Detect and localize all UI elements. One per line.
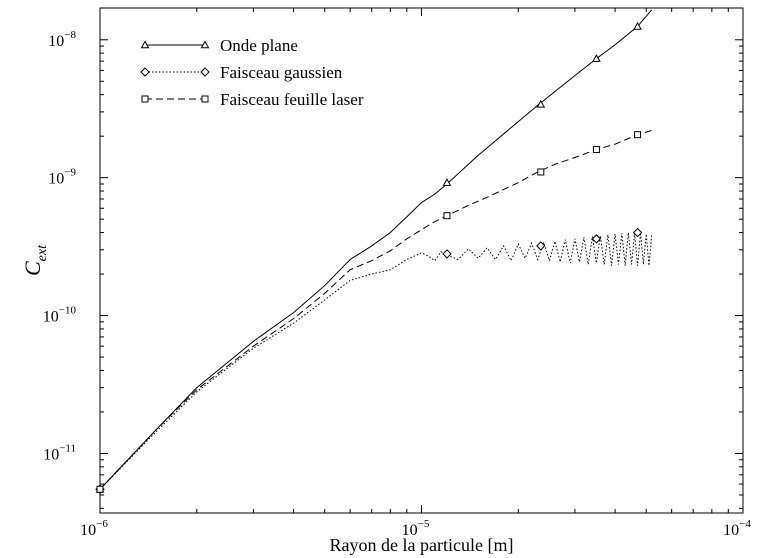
legend-label: Faisceau gaussien	[220, 63, 343, 82]
data-point-diamond	[591, 234, 602, 244]
series-line	[99, 9, 653, 490]
x-tick-label: 10−5	[402, 518, 430, 539]
legend-marker-diamond	[200, 67, 210, 77]
data-point-square	[96, 485, 104, 493]
data-point-triangle	[592, 54, 601, 62]
data-point-triangle	[633, 21, 642, 30]
data-point-triangle	[536, 99, 546, 108]
series-diamond	[95, 227, 653, 494]
y-tick-label: 10−11	[43, 442, 76, 463]
x-axis-label: Rayon de la particule [m]	[330, 535, 514, 555]
data-point-diamond	[442, 249, 452, 259]
legend-marker-square	[201, 95, 209, 103]
legend-label: Faisceau feuille laser	[220, 90, 364, 109]
y-tick-exponent: −9	[64, 167, 76, 179]
legend-marker-diamond	[140, 67, 150, 77]
x-tick-base: 10	[80, 522, 96, 539]
y-tick-exponent: −8	[64, 29, 76, 41]
y-tick-base: 10	[43, 446, 59, 463]
x-tick-base: 10	[402, 522, 418, 539]
y-tick-exponent: −10	[59, 305, 77, 317]
legend-marker-triangle	[200, 40, 210, 49]
y-tick-label: 10−9	[48, 167, 76, 188]
y-tick-label: 10−10	[43, 305, 77, 326]
x-tick-exponent: −4	[739, 518, 751, 530]
series-triangle	[95, 9, 653, 493]
x-tick-exponent: −5	[418, 518, 430, 530]
x-tick-base: 10	[723, 522, 739, 539]
y-tick-exponent: −11	[59, 442, 76, 454]
legend-marker-triangle	[140, 40, 150, 49]
data-point-square	[634, 131, 642, 139]
data-point-diamond	[536, 241, 546, 251]
data-point-triangle	[442, 178, 452, 186]
y-tick-label: 10−8	[48, 29, 76, 50]
plot-frame	[99, 7, 744, 514]
y-axis-label-sub: ext	[35, 244, 50, 261]
series-line	[99, 232, 653, 490]
data-point-square	[592, 146, 600, 154]
y-axis-label: Cext	[20, 244, 50, 276]
y-axis-label-main: C	[20, 261, 45, 276]
data-point-square	[443, 212, 451, 220]
data-point-diamond	[632, 227, 643, 238]
x-tick-exponent: −6	[96, 518, 108, 530]
legend-label: Onde plane	[220, 36, 298, 55]
x-tick-label: 10−4	[723, 518, 751, 539]
legend: Onde plane Faisceau gaussien Faisceau feui…	[140, 36, 364, 109]
series-square	[96, 129, 652, 493]
series-layer	[95, 9, 653, 494]
legend-marker-square	[141, 95, 149, 103]
y-tick-base: 10	[43, 309, 59, 326]
data-point-square	[537, 168, 545, 176]
y-tick-base: 10	[48, 33, 64, 50]
series-line	[99, 129, 652, 490]
x-tick-label: 10−6	[80, 518, 108, 539]
y-tick-base: 10	[48, 171, 64, 188]
